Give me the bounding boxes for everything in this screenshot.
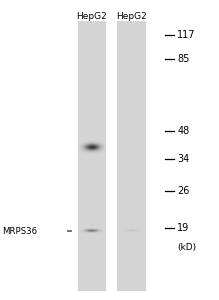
Bar [78, 21, 106, 291]
Text: MRPS36: MRPS36 [2, 226, 37, 236]
Text: 48: 48 [177, 125, 190, 136]
Text: 26: 26 [177, 185, 190, 196]
Text: 117: 117 [177, 29, 196, 40]
Text: (kD): (kD) [177, 243, 196, 252]
Text: HepG2: HepG2 [116, 12, 147, 21]
Bar [117, 21, 146, 291]
Text: 34: 34 [177, 154, 190, 164]
Text: 85: 85 [177, 53, 190, 64]
Text: HepG2: HepG2 [77, 12, 107, 21]
Text: 19: 19 [177, 223, 190, 233]
